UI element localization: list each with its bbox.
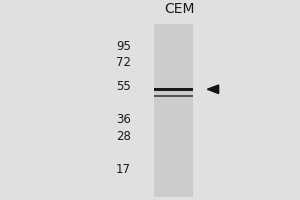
Text: 17: 17	[116, 163, 131, 176]
Text: 95: 95	[116, 40, 131, 53]
Bar	[154, 88, 193, 91]
Bar	[154, 95, 193, 97]
Text: 55: 55	[116, 80, 131, 93]
Text: 36: 36	[116, 113, 131, 126]
Text: CEM: CEM	[164, 2, 195, 16]
Polygon shape	[207, 85, 219, 94]
Bar	[154, 24, 193, 197]
Text: 28: 28	[116, 130, 131, 143]
Text: 72: 72	[116, 56, 131, 69]
